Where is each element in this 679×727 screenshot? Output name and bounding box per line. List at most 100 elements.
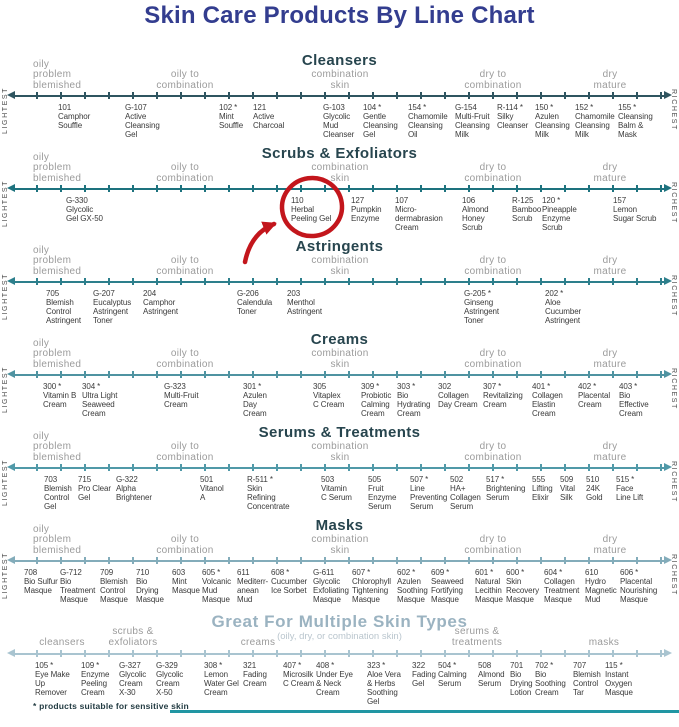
product-name: Lemon Sugar Scrub [613,205,657,223]
product-code: G-154 [455,103,477,112]
product-name: Glycolic Gel GX-50 [66,205,103,223]
product-label: 109 * Enzyme Peeling Cream [81,661,109,697]
product-name: Multi-Fruit Cleansing Milk [455,112,490,139]
product-code: 204 [143,289,157,298]
product-code: 701 [510,661,524,670]
product-row: 105 * Eye Make Up Remover 109 * Enzyme Peel… [0,612,679,706]
product-label: 323 * Aloe Vera & Herbs Soothing Gel [367,661,401,706]
product-label: 708 Bio Sulfur Masque [24,568,58,595]
axis-line [7,649,672,657]
product-name: Chamomile Cleansing Oil [408,112,448,139]
product-name: Alpha Brightener [116,484,152,502]
product-label: 322 Fading Gel [412,661,436,688]
product-code: 323 * [367,661,386,670]
section-multi: Great For Multiple Skin Types (oily, dry… [0,612,679,706]
product-label: 121 Active Charcoal [253,103,284,130]
product-name: Collagen Elastin Cream [532,391,563,418]
product-label: 105 * Eye Make Up Remover [35,661,70,697]
product-label: G-205 * Ginseng Astringent Toner [464,289,499,325]
product-label: 300 * Vitamin B Cream [43,382,76,409]
product-label: G-206 Calendula Toner [237,289,272,316]
product-name: Mediterr- anean Mud [237,577,269,604]
product-name: Blemish Control Gel [44,484,72,511]
product-label: 155 * Cleansing Balm & Mask [618,103,653,139]
product-name: Chamomile Cleansing Milk [575,112,615,139]
product-label: 502 HA+ Collagen Serum [450,475,481,511]
product-code: R-125 [512,196,534,205]
product-code: 705 [46,289,60,298]
product-label: 204 Camphor Astringent [143,289,178,316]
product-label: 301 * Azulen Day Cream [243,382,267,418]
product-code: 115 * [605,661,623,670]
product-name: Revitalizing Cream [483,391,523,409]
product-label: 507 * Line Preventing Serum [410,475,447,511]
product-row: 300 * Vitamin B Cream 304 * Ultra Light Sea… [0,331,679,424]
product-code: 703 [44,475,58,484]
section-heading: Serums & Treatments [258,424,421,441]
product-label: 307 * Revitalizing Cream [483,382,523,409]
product-name: Lemon Water Gel Cream [204,670,239,697]
product-label: G-207 Eucalyptus Astringent Toner [93,289,131,325]
product-code: 150 * [535,103,554,112]
product-code: 152 * [575,103,594,112]
product-code: 610 [585,568,599,577]
product-code: 104 * [363,103,382,112]
product-code: 322 [412,661,426,670]
product-label: 304 * Ultra Light Seaweed Cream [82,382,117,418]
product-label: 705 Blemish Control Astringent [46,289,81,325]
product-label: 303 * Bio Hydrating Cream [397,382,430,418]
product-code: 402 * [578,382,597,391]
product-name: Bamboo Scrub [512,205,542,223]
axis-line [7,370,672,378]
product-code: G-327 [119,661,141,670]
product-code: 507 * [410,475,429,484]
product-name: 24K Gold [586,484,603,502]
product-name: Glycolic Exfoliating Masque [313,577,349,604]
product-code: 600 * [506,568,525,577]
product-label: 305 Vitaplex C Cream [313,382,344,409]
product-name: Pineapple Enzyme Scrub [542,205,577,232]
product-code: 157 [613,196,627,205]
product-code: 303 * [397,382,416,391]
product-code: 106 [462,196,476,205]
product-code: 604 * [544,568,563,577]
product-name: Multi-Fruit Cream [164,391,199,409]
product-code: G-103 [323,103,345,112]
product-name: Blemish Control Masque [100,577,128,604]
product-label: 710 Bio Drying Masque [136,568,164,604]
product-label: 604 * Collagen Treatment Masque [544,568,579,604]
product-name: Azulen Cleansing Milk [535,112,570,139]
product-name: Placental Nourishing Masque [620,577,658,604]
product-name: Active Cleansing Gel [125,112,160,139]
product-name: Fading Cream [243,670,267,688]
product-code: 202 * [545,289,564,298]
product-code: 609 * [431,568,450,577]
product-name: Vital Silk [560,484,575,502]
product-label: 107 Micro- dermabrasion Cream [395,196,443,232]
product-label: 403 * Bio Effective Cream [619,382,649,418]
product-code: 110 [291,196,304,205]
product-label: 309 * Probiotic Calming Cream [361,382,391,418]
product-name: Vitaplex C Cream [313,391,345,409]
product-code: 105 * [35,661,54,670]
product-label: G-712 Bio Treatment Masque [60,568,95,604]
axis-line [7,277,672,285]
product-label: 402 * Placental Cream [578,382,610,409]
product-code: G-205 * [464,289,491,298]
product-code: 508 [478,661,492,670]
product-code: 605 * [202,568,221,577]
product-name: Active Charcoal [253,112,285,130]
product-code: 710 [136,568,150,577]
product-name: Seaweed Fortifying Masque [431,577,464,604]
product-code: 305 [313,382,327,391]
product-label: 605 * Volcanic Mud Masque [202,568,231,604]
product-name: Enzyme Peeling Cream [81,670,110,697]
product-label: 302 Collagen Day Cream [438,382,478,409]
product-label: 127 Pumpkin Enzyme [351,196,382,223]
product-label: 152 * Chamomile Cleansing Milk [575,103,615,139]
product-name: Ultra Light Seaweed Cream [82,391,118,418]
product-label: 510 24K Gold [586,475,603,502]
product-name: Probiotic Calming Cream [361,391,392,418]
product-code: 715 [78,475,92,484]
product-name: Camphor Astringent [143,298,179,316]
